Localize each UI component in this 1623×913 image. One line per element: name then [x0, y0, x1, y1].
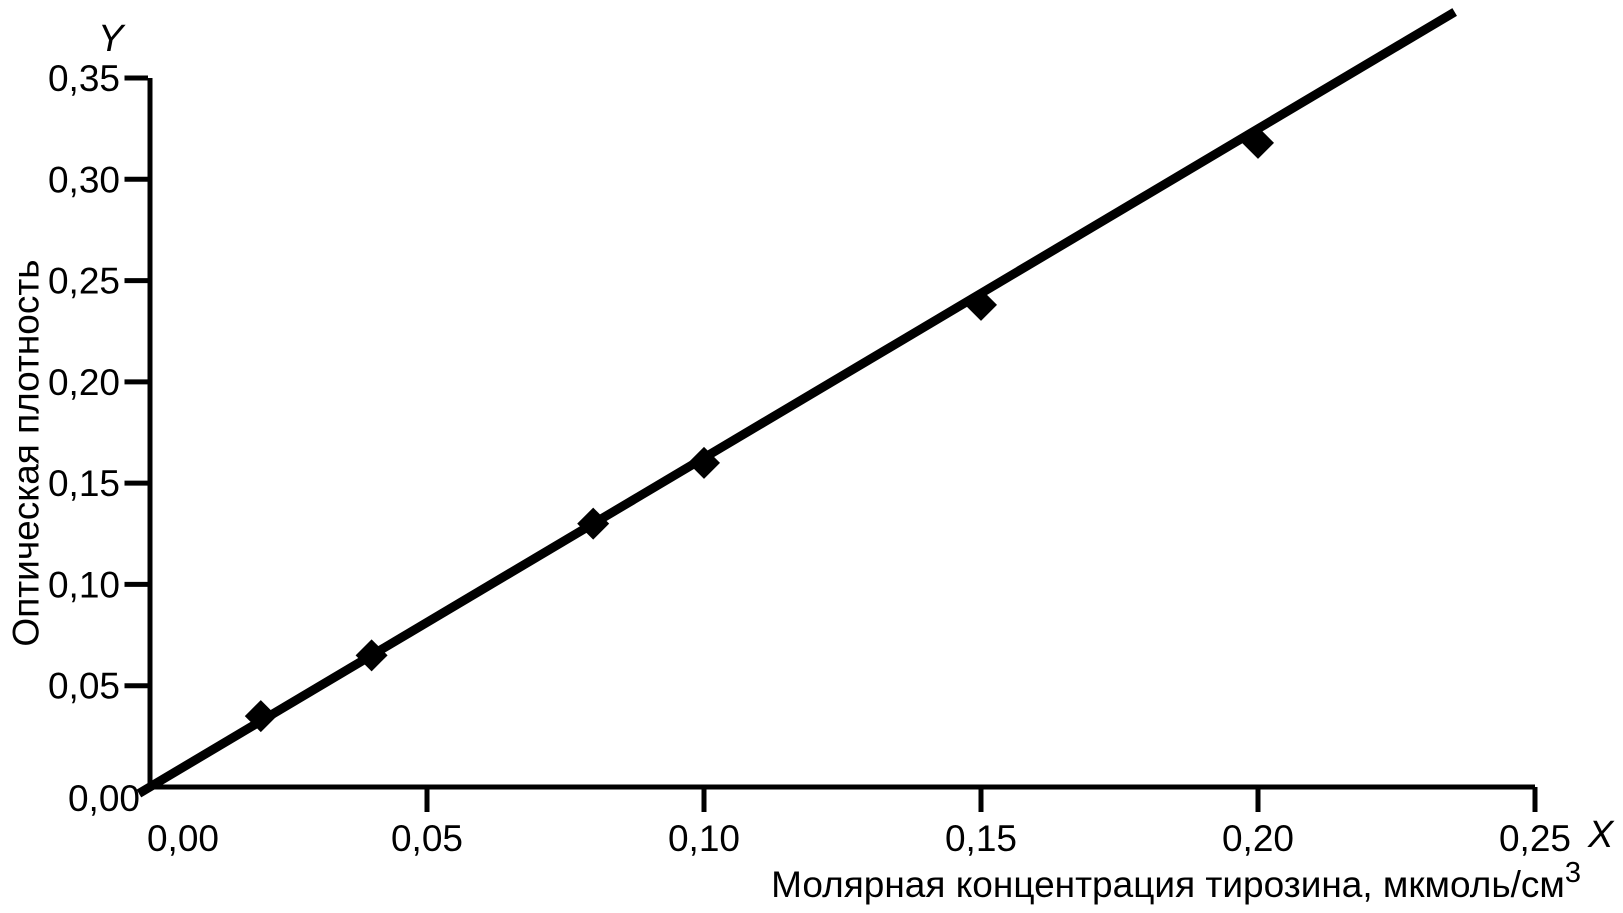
y-tick-label: 0,10	[48, 564, 120, 605]
x-tick-label: 0,10	[668, 818, 740, 859]
x-tick-label: 0,00	[147, 818, 219, 859]
x-axis-title-superscript: 3	[1564, 856, 1581, 889]
x-tick-label: 0,15	[945, 818, 1017, 859]
x-axis-title: Молярная концентрация тирозина, мкмоль/с…	[771, 858, 1581, 905]
y-tick-label: 0,05	[48, 666, 120, 707]
data-point	[965, 288, 997, 321]
data-point	[577, 507, 610, 540]
data-point	[355, 639, 388, 672]
data-point	[688, 446, 720, 479]
data-point	[244, 700, 277, 733]
y-axis-letter: Y	[98, 18, 124, 60]
x-tick-label: 0,20	[1222, 818, 1294, 859]
data-point	[1242, 126, 1274, 159]
y-tick-label: 0,20	[48, 362, 120, 403]
y-axis-title: Оптическая плотность	[5, 259, 47, 647]
y-tick-label: 0,35	[48, 58, 120, 99]
x-tick-label: 0,05	[391, 818, 463, 859]
trend-line	[136, 8, 1457, 798]
y-tick-label: 0,15	[48, 463, 120, 504]
x-tick-label: 0,25	[1499, 818, 1571, 859]
y-tick-label: 0,30	[48, 159, 120, 200]
y-tick-label: 0,25	[48, 261, 120, 302]
x-axis-letter: X	[1588, 814, 1614, 856]
x-axis-title-text: Молярная концентрация тирозина, мкмоль/с…	[771, 864, 1565, 905]
y-tick-label: 0,00	[68, 778, 140, 819]
